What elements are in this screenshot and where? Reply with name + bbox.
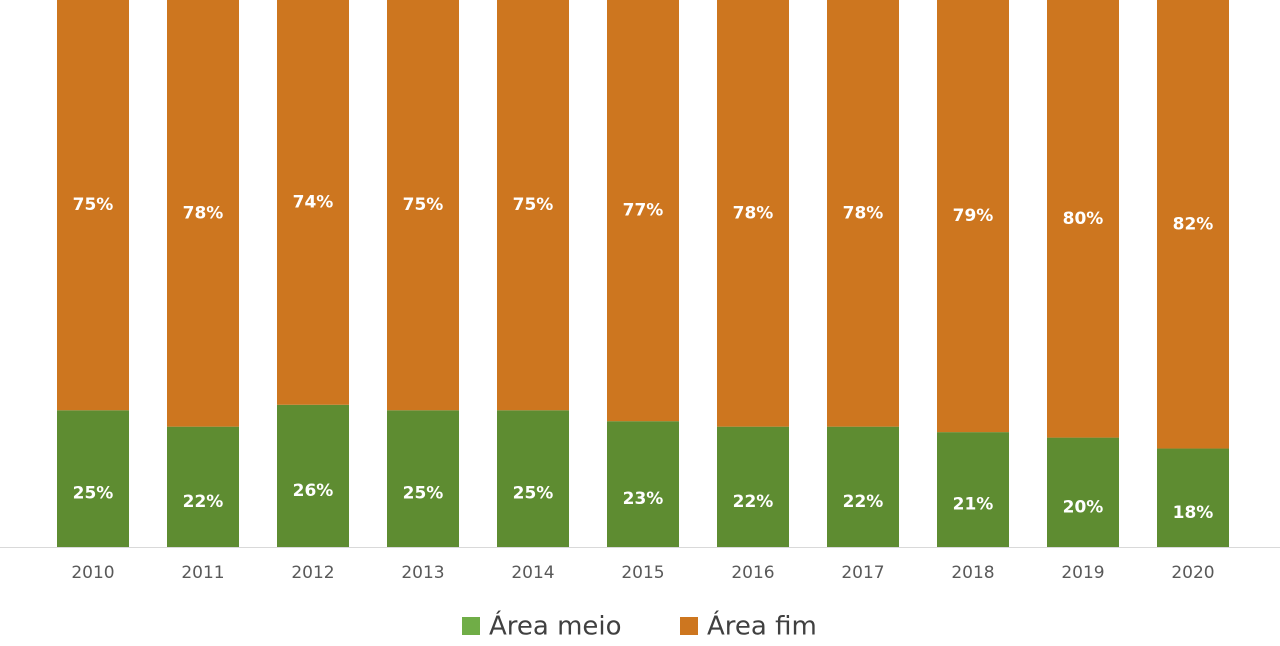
value-label: 79% [953,206,994,226]
value-label: 22% [843,492,884,512]
bar-segment [57,0,129,411]
x-tick-label: 2016 [731,563,774,583]
bar-segment [717,0,789,427]
x-tick-label: 2011 [181,563,224,583]
bar-segment [387,410,459,547]
value-label: 75% [513,195,554,215]
value-label: 82% [1173,214,1214,234]
value-label: 78% [733,203,774,223]
bar-segment [937,0,1009,433]
bar-segment [57,410,129,547]
bar-segment [387,0,459,411]
x-tick-label: 2018 [951,563,994,583]
value-label: 25% [513,484,554,504]
value-label: 78% [183,203,224,223]
value-label: 77% [623,201,664,221]
x-tick-label: 2019 [1061,563,1104,583]
bar-segment [607,0,679,422]
legend-swatch [462,617,480,635]
value-label: 18% [1173,503,1214,523]
bar-segment [1047,437,1119,547]
x-tick-label: 2015 [621,563,664,583]
value-label: 22% [733,492,774,512]
legend-label: Área fim [707,610,817,642]
value-label: 75% [73,195,114,215]
bar-segment [1157,0,1229,449]
bar-segment [167,426,239,547]
legend-swatch [680,617,698,635]
bar-segment [937,432,1009,547]
bar-segment [827,0,899,427]
x-tick-label: 2017 [841,563,884,583]
bar-segment [277,0,349,405]
bar-segment [827,426,899,547]
value-label: 22% [183,492,224,512]
value-label: 26% [293,481,334,501]
x-tick-label: 2012 [291,563,334,583]
x-tick-label: 2010 [71,563,114,583]
value-label: 23% [623,489,664,509]
value-label: 25% [73,484,114,504]
x-tick-label: 2020 [1171,563,1214,583]
bar-segment [277,404,349,547]
x-tick-label: 2013 [401,563,444,583]
value-label: 75% [403,195,444,215]
bar-segment [1157,448,1229,547]
value-label: 20% [1063,497,1104,517]
value-label: 21% [953,495,994,515]
value-label: 80% [1063,209,1104,229]
value-label: 25% [403,484,444,504]
bar-segment [497,410,569,547]
value-label: 74% [293,192,334,212]
bar-segment [717,426,789,547]
x-tick-label: 2014 [511,563,554,583]
bar-segment [607,421,679,547]
value-label: 78% [843,203,884,223]
bar-segment [497,0,569,411]
bar-segment [167,0,239,427]
legend-label: Área meio [489,610,622,642]
bar-segment [1047,0,1119,438]
